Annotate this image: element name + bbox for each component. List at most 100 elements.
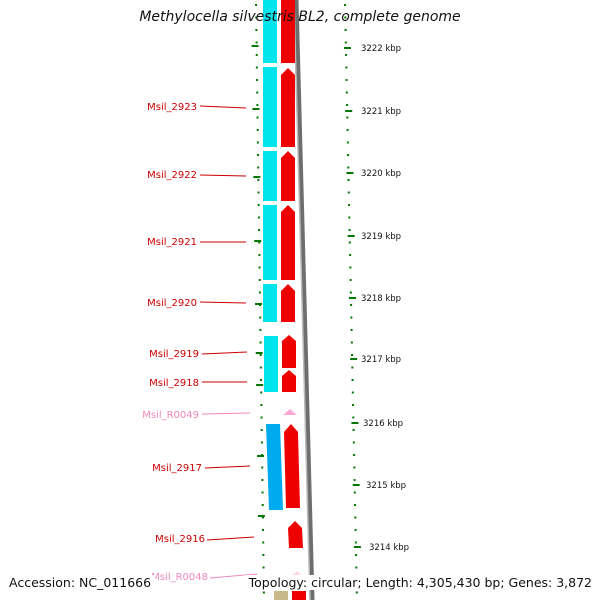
tick-mark xyxy=(252,108,260,110)
tick-mark xyxy=(344,29,347,31)
tick-mark xyxy=(260,379,263,381)
tick-mark xyxy=(262,554,265,556)
feature-arrow xyxy=(281,0,295,63)
tick-mark xyxy=(256,384,264,386)
accession-text: Accession: NC_011666 xyxy=(9,575,156,590)
tick-mark xyxy=(259,354,262,356)
label-leader xyxy=(199,105,247,109)
feature-block xyxy=(274,591,288,600)
label-leader xyxy=(199,301,247,304)
feature-block xyxy=(266,424,283,510)
tick-mark xyxy=(346,141,349,144)
label-leader xyxy=(206,536,255,541)
label-leader xyxy=(209,573,258,579)
scale-label: 3220 kbp xyxy=(361,169,401,179)
forward-strand-features xyxy=(281,0,306,600)
gene-label: Msil_2923 xyxy=(147,102,197,113)
scale-label: 3214 kbp xyxy=(369,543,409,553)
scale-label: 3219 kbp xyxy=(361,232,401,242)
tick-mark xyxy=(347,235,355,237)
label-leader xyxy=(199,174,247,177)
tick-marks-outer xyxy=(343,4,361,594)
tick-mark xyxy=(260,404,263,406)
tick-mark xyxy=(256,79,259,81)
tick-mark xyxy=(349,254,352,256)
gene-label: Msil_2920 xyxy=(147,298,197,309)
scale-labels: 3222 kbp 3221 kbp 3220 kbp 3219 kbp 3218… xyxy=(361,44,409,553)
tick-mark xyxy=(262,591,265,594)
scale-label: 3222 kbp xyxy=(361,44,401,54)
tick-mark xyxy=(256,141,259,144)
tick-mark xyxy=(344,16,347,19)
genome-backbone xyxy=(293,0,315,600)
tick-mark xyxy=(262,566,265,569)
tick-mark xyxy=(261,491,264,494)
tick-mark xyxy=(355,554,358,556)
tick-mark xyxy=(260,391,263,394)
gene-label: Msil_2922 xyxy=(147,170,197,181)
tick-mark xyxy=(257,515,265,517)
tick-mark xyxy=(255,29,258,31)
tick-mark xyxy=(352,429,355,431)
tick-mark xyxy=(345,110,353,112)
tick-mark xyxy=(258,241,261,244)
feature-block xyxy=(263,151,277,201)
tick-mark xyxy=(353,454,356,456)
tick-mark xyxy=(254,240,262,242)
tick-mark xyxy=(350,304,353,306)
tick-mark xyxy=(255,41,258,44)
tick-mark xyxy=(343,47,351,49)
tick-mark xyxy=(255,16,258,19)
tick-mark xyxy=(346,129,349,131)
tick-mark xyxy=(261,504,264,506)
gene-labels: Msil_2923 Msil_2922 Msil_2921 Msil_2920 … xyxy=(142,102,208,583)
tick-mark xyxy=(257,179,260,181)
tick-mark xyxy=(348,241,351,244)
label-leaders xyxy=(199,105,258,579)
feature-arrow xyxy=(288,521,303,548)
feature-arrow xyxy=(281,151,295,201)
genome-title: Methylocella silvestris BL2, complete ge… xyxy=(139,9,461,25)
tick-mark xyxy=(352,416,355,419)
tick-mark xyxy=(354,504,357,506)
tick-mark xyxy=(257,166,260,169)
tick-mark xyxy=(260,416,263,419)
feature-arrow xyxy=(281,68,295,147)
tick-mark xyxy=(345,91,348,94)
tick-mark xyxy=(258,279,261,281)
tick-mark xyxy=(351,391,354,394)
feature-block xyxy=(264,336,278,392)
tick-mark xyxy=(346,172,354,174)
feature-block xyxy=(263,0,277,63)
tick-mark xyxy=(255,303,263,305)
feature-block xyxy=(263,205,277,280)
tick-mark xyxy=(256,91,259,94)
tick-mark xyxy=(348,229,351,231)
scale-label: 3215 kbp xyxy=(366,481,406,491)
tick-mark xyxy=(346,116,349,119)
tick-mark xyxy=(351,379,354,381)
gene-label: Msil_2921 xyxy=(147,237,197,248)
tick-mark xyxy=(347,191,350,194)
tick-mark xyxy=(251,45,259,47)
gene-label: Msil_2918 xyxy=(149,378,199,389)
tick-mark xyxy=(355,591,358,594)
scale-label: 3218 kbp xyxy=(361,294,401,304)
tick-mark xyxy=(258,266,261,269)
rna-label: Msil_R0048 xyxy=(151,572,208,583)
tick-mark xyxy=(349,291,352,294)
topology-text: Topology: circular; Length: 4,305,430 bp… xyxy=(244,575,592,590)
tick-mark xyxy=(260,441,263,444)
tick-mark xyxy=(348,204,351,206)
tick-mark xyxy=(345,54,348,56)
reverse-strand-features xyxy=(263,0,288,600)
tick-mark xyxy=(257,204,260,206)
tick-mark xyxy=(344,4,347,6)
tick-mark xyxy=(257,216,260,219)
tick-mark xyxy=(262,529,265,531)
tick-mark xyxy=(258,229,261,231)
scale-label: 3216 kbp xyxy=(363,419,403,429)
tick-mark xyxy=(257,455,265,457)
tick-mark xyxy=(354,516,357,519)
